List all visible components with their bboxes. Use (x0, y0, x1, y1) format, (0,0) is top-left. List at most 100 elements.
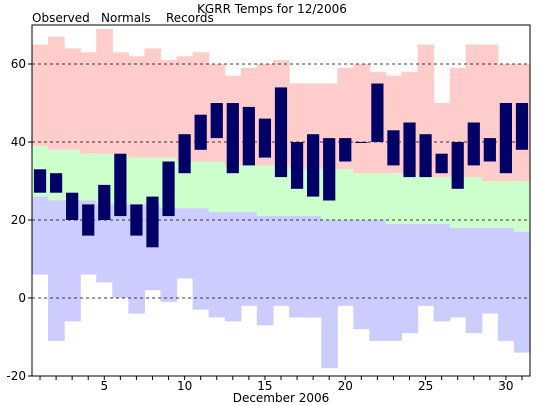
normal-band-3 (64, 149, 81, 201)
record-low-band-6 (112, 204, 129, 298)
observed-bar-1 (33, 169, 47, 193)
normal-band-29 (481, 181, 499, 228)
normal-band-21 (353, 173, 370, 220)
observed-bar-12 (210, 103, 223, 139)
observed-bar-22 (371, 83, 384, 142)
record-high-band-4 (80, 52, 97, 154)
record-low-band-19 (321, 220, 338, 369)
record-low-band-16 (272, 216, 290, 306)
record-low-band-9 (160, 208, 178, 302)
y-tick-label: -20 (6, 369, 26, 383)
normal-band-15 (256, 165, 274, 217)
x-tick-label: 20 (338, 379, 353, 393)
normal-band-23 (385, 173, 403, 224)
record-low-band-2 (48, 200, 65, 341)
y-tick-label: 20 (11, 213, 26, 227)
observed-bar-10 (178, 134, 191, 174)
normal-band-30 (497, 181, 515, 228)
y-tick-label: 40 (11, 135, 26, 149)
record-low-band-25 (417, 223, 435, 306)
x-tick-label: 5 (100, 379, 108, 393)
record-high-band-6 (112, 52, 129, 154)
record-low-band-10 (176, 208, 194, 279)
record-low-band-29 (481, 227, 499, 314)
normal-band-22 (369, 173, 387, 220)
observed-bar-30 (499, 103, 513, 174)
normal-band-20 (337, 169, 354, 220)
record-low-band-13 (224, 212, 242, 322)
observed-bar-19 (323, 138, 336, 201)
record-high-band-9 (160, 60, 178, 158)
observed-bar-21 (355, 142, 368, 143)
record-low-band-21 (353, 220, 370, 330)
observed-bar-5 (98, 184, 111, 220)
observed-bar-26 (435, 153, 448, 174)
observed-bar-8 (146, 196, 159, 248)
normal-band-11 (192, 161, 210, 209)
observed-bar-4 (82, 204, 95, 236)
record-high-band-1 (32, 44, 49, 146)
record-low-band-28 (465, 227, 483, 334)
observed-bar-31 (515, 103, 529, 150)
y-tick-label: 0 (18, 291, 26, 305)
observed-bar-20 (339, 138, 352, 162)
chart-title: KGRR Temps for 12/2006 (197, 2, 347, 16)
observed-bar-25 (419, 134, 432, 178)
observed-bar-28 (467, 122, 480, 166)
record-low-band-23 (385, 223, 403, 341)
record-low-band-14 (240, 212, 258, 306)
normal-band-8 (144, 157, 162, 205)
record-low-band-27 (449, 227, 467, 318)
record-low-band-17 (289, 216, 306, 318)
normal-band-13 (224, 165, 242, 213)
observed-bar-3 (66, 192, 79, 220)
record-low-band-22 (369, 220, 387, 341)
observed-bar-18 (307, 134, 320, 197)
legend-normals: Normals (101, 11, 151, 25)
x-tick-label: 10 (177, 379, 192, 393)
observed-bar-6 (114, 153, 127, 217)
record-low-band-20 (337, 220, 354, 306)
normal-band-12 (208, 161, 226, 213)
record-low-band-12 (208, 212, 226, 318)
x-tick-label: 15 (257, 379, 272, 393)
observed-bar-2 (49, 173, 63, 193)
normal-band-31 (513, 181, 531, 232)
normal-band-28 (465, 177, 483, 228)
normal-band-4 (80, 153, 97, 201)
record-low-band-26 (433, 223, 451, 322)
record-high-band-2 (48, 36, 65, 150)
record-low-band-30 (497, 227, 515, 341)
observed-bar-11 (194, 114, 207, 150)
observed-bar-29 (483, 138, 496, 162)
record-high-band-5 (96, 28, 113, 154)
record-low-band-3 (64, 200, 81, 322)
x-tick-label: 25 (418, 379, 433, 393)
observed-bar-16 (274, 87, 288, 178)
legend-observed: Observed (32, 11, 90, 25)
observed-bar-17 (290, 142, 304, 189)
record-low-band-31 (513, 231, 531, 353)
normal-band-14 (240, 165, 258, 213)
observed-bar-14 (242, 106, 255, 166)
legend-records: Records (166, 11, 214, 25)
record-high-band-21 (353, 64, 370, 174)
x-axis-label: December 2006 (233, 391, 330, 405)
record-high-band-7 (128, 56, 146, 158)
record-low-band-1 (32, 196, 49, 275)
observed-bar-24 (403, 122, 416, 178)
record-high-band-3 (64, 48, 81, 150)
axes: -20 0 20 40 60 5 10 15 20 25 30 (6, 24, 531, 393)
normal-band-25 (417, 177, 435, 224)
observed-bar-7 (130, 204, 143, 236)
observed-bar-27 (451, 142, 464, 189)
observed-bar-9 (162, 161, 175, 217)
record-low-band-5 (96, 204, 113, 283)
observed-bar-15 (258, 118, 272, 158)
y-tick-label: 60 (11, 57, 26, 71)
observed-bar-13 (226, 103, 239, 174)
record-high-band-8 (144, 48, 162, 158)
record-low-band-18 (305, 216, 322, 318)
observed-bars (33, 83, 529, 248)
